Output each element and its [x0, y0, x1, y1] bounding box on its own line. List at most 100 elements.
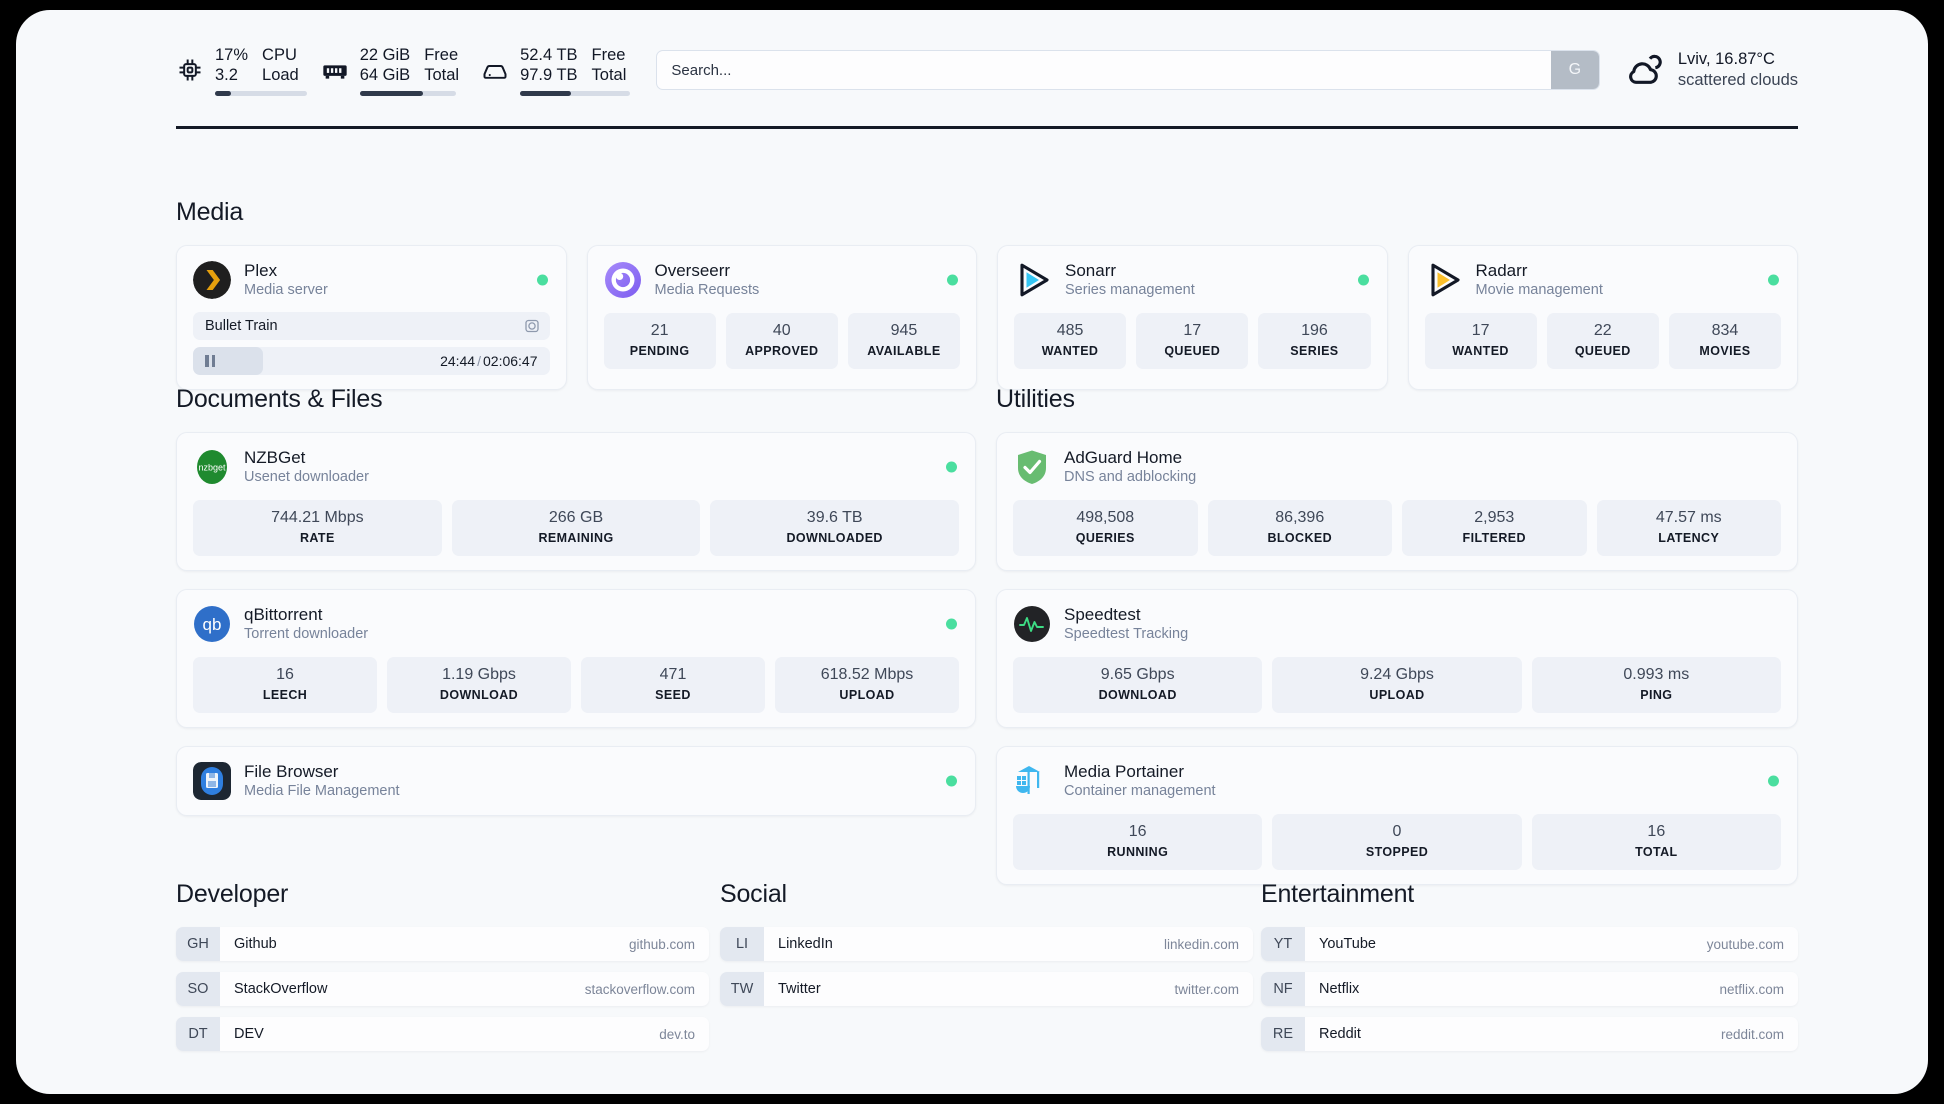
service-name: NZBGet: [244, 448, 306, 467]
bookmark-name: StackOverflow: [234, 981, 328, 997]
stat-value: 196: [1301, 322, 1328, 339]
disk-stat-group: 52.4 TB 97.9 TB Free Total: [481, 45, 631, 96]
disk-free-label: Free: [591, 45, 626, 64]
cast-icon[interactable]: [524, 318, 540, 334]
bookmark-badge: LI: [720, 927, 764, 961]
search-input[interactable]: [657, 51, 1551, 89]
service-subtitle: Media Requests: [654, 282, 760, 298]
service-card-plex[interactable]: Plex Media server Bullet Train: [176, 245, 567, 390]
stat-label: TOTAL: [1635, 845, 1678, 859]
plex-time: 24:44/02:06:47: [440, 353, 537, 369]
bookmark-name: DEV: [234, 1026, 264, 1042]
bookmark-item-github[interactable]: GH Github github.com: [176, 927, 709, 961]
stat-label: REMAINING: [538, 531, 614, 545]
stat-cell: 39.6 TB DOWNLOADED: [710, 500, 960, 556]
stat-value: 9.24 Gbps: [1360, 666, 1434, 683]
service-card-speedtest[interactable]: Speedtest Speedtest Tracking 9.65 Gbps D…: [996, 589, 1798, 728]
bookmark-url: youtube.com: [1706, 936, 1784, 952]
pause-icon[interactable]: [205, 355, 215, 367]
stat-value: 2,953: [1474, 509, 1515, 526]
bookmark-group-title: Social: [720, 880, 787, 908]
bookmark-item-dev[interactable]: DT DEV dev.to: [176, 1017, 709, 1051]
stat-label: SEED: [655, 688, 691, 702]
service-card-media-portainer[interactable]: Media Portainer Container management 16 …: [996, 746, 1798, 885]
stat-cell: 17 WANTED: [1424, 313, 1537, 369]
stat-value: 16: [1647, 823, 1666, 840]
bookmark-item-reddit[interactable]: RE Reddit reddit.com: [1261, 1017, 1798, 1051]
stat-label: RATE: [299, 531, 335, 545]
bookmark-item-youtube[interactable]: YT YouTube youtube.com: [1261, 927, 1798, 961]
stat-cell: 471 SEED: [581, 657, 765, 713]
stat-cell: 744.21 Mbps RATE: [193, 500, 442, 556]
stat-label: QUEUED: [1164, 344, 1221, 358]
stat-label: LEECH: [262, 688, 308, 702]
service-stats: 21 PENDING 40 APPROVED 945 AVAILABLE: [603, 313, 961, 369]
service-card-sonarr[interactable]: Sonarr Series management 485 WANTED 17 Q…: [997, 245, 1388, 390]
stat-cell: 47.57 ms LATENCY: [1596, 500, 1781, 556]
bookmark-name: Reddit: [1319, 1026, 1361, 1042]
stat-value: 485: [1056, 322, 1084, 339]
stat-label: DOWNLOADED: [786, 531, 883, 545]
service-card-file-browser[interactable]: File Browser Media File Management: [176, 746, 976, 816]
stat-label: MOVIES: [1699, 344, 1751, 358]
status-badge: [1357, 274, 1369, 286]
service-card-qbittorrent[interactable]: qb qBittorrent Torrent downloader 16 LEE…: [176, 589, 976, 728]
speedtest-icon: [1013, 605, 1051, 643]
plex-time-separator: /: [477, 353, 481, 369]
stat-value: 47.57 ms: [1655, 509, 1722, 526]
service-stats: 485 WANTED 17 QUEUED 196 SERIES: [1014, 313, 1371, 369]
cpu-load-value: 3.2: [215, 65, 238, 84]
plex-progress-bar[interactable]: 24:44/02:06:47: [193, 347, 550, 375]
bookmark-url: linkedin.com: [1163, 936, 1239, 952]
search-engine-button[interactable]: G: [1550, 51, 1599, 89]
stat-cell: 9.65 Gbps DOWNLOAD: [1013, 657, 1263, 713]
stat-label: WANTED: [1041, 344, 1099, 358]
stat-cell: 2,953 FILTERED: [1402, 500, 1587, 556]
stat-cell: 16 LEECH: [193, 657, 377, 713]
service-card-adguard-home[interactable]: AdGuard Home DNS and adblocking 498,508 …: [996, 432, 1798, 571]
service-card-nzbget[interactable]: nzbget NZBGet Usenet downloader 744.21 M…: [176, 432, 976, 571]
service-stats: 17 WANTED 22 QUEUED 834 MOVIES: [1424, 313, 1782, 369]
stat-label: DOWNLOAD: [1098, 688, 1177, 702]
stat-label: WANTED: [1452, 344, 1509, 358]
search-area: G: [656, 50, 1600, 90]
ram-free-value: 22 GiB: [359, 45, 411, 64]
documents-section: Documents & Files nzbget NZBGet Usenet d…: [176, 385, 976, 816]
ram-icon: [321, 56, 349, 84]
bookmark-item-linkedin[interactable]: LI LinkedIn linkedin.com: [720, 927, 1253, 961]
bookmark-item-stackoverflow[interactable]: SO StackOverflow stackoverflow.com: [176, 972, 709, 1006]
service-subtitle: Series management: [1065, 282, 1195, 298]
stat-cell: 16 RUNNING: [1013, 814, 1263, 870]
cpu-stat-group: 17% 3.2 CPU Load: [176, 45, 307, 96]
search-box[interactable]: G: [656, 50, 1600, 90]
service-name: AdGuard Home: [1064, 448, 1183, 467]
bookmark-url: stackoverflow.com: [584, 981, 695, 997]
media-section-title: Media: [176, 198, 244, 226]
stat-value: 22: [1593, 322, 1612, 339]
cpu-icon: [176, 56, 204, 84]
disk-total-value: 97.9 TB: [520, 65, 578, 84]
weather-location-temp: Lviv, 16.87°C: [1677, 50, 1775, 68]
bookmark-name: Twitter: [778, 981, 821, 997]
service-card-radarr[interactable]: Radarr Movie management 17 WANTED 22 QUE…: [1407, 245, 1798, 390]
overseerr-icon: [604, 261, 642, 299]
stat-label: PING: [1640, 688, 1673, 702]
disk-icon: [481, 56, 509, 84]
cpu-usage-label: CPU: [262, 45, 297, 64]
stat-label: UPLOAD: [839, 688, 895, 702]
stat-cell: 21 PENDING: [603, 313, 716, 369]
weather-condition: scattered clouds: [1677, 71, 1798, 89]
service-card-overseerr[interactable]: Overseerr Media Requests 21 PENDING 40 A…: [586, 245, 977, 390]
stat-label: PENDING: [629, 344, 690, 358]
bookmark-item-netflix[interactable]: NF Netflix netflix.com: [1261, 972, 1798, 1006]
plex-media-title: Bullet Train: [205, 318, 278, 334]
plex-duration: 02:06:47: [483, 353, 538, 369]
service-subtitle: Movie management: [1475, 282, 1603, 298]
stat-cell: 618.52 Mbps UPLOAD: [775, 657, 959, 713]
bookmark-name: LinkedIn: [778, 936, 833, 952]
service-subtitle: Speedtest Tracking: [1064, 626, 1189, 642]
bookmark-name: Netflix: [1319, 981, 1360, 997]
plex-now-playing: Bullet Train: [193, 312, 550, 340]
bookmark-item-twitter[interactable]: TW Twitter twitter.com: [720, 972, 1253, 1006]
service-subtitle: Media server: [244, 282, 328, 298]
